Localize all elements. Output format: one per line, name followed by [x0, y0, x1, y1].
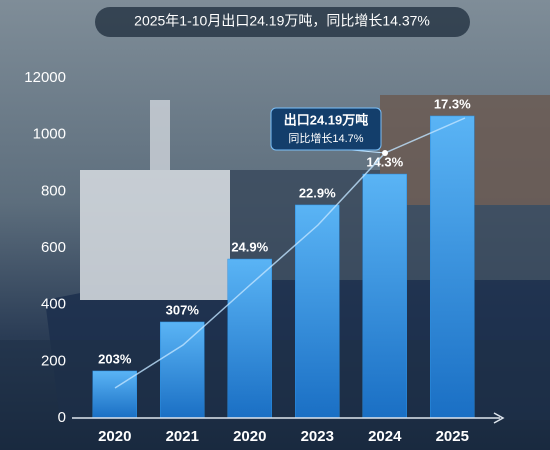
- growth-label: 22.9%: [299, 185, 336, 200]
- bar: [295, 204, 340, 419]
- growth-label: 17.3%: [434, 96, 471, 111]
- x-axis-arrow: [493, 412, 505, 424]
- callout-line1: 出口24.19万吨: [284, 112, 369, 127]
- growth-label: 14.3%: [366, 154, 403, 169]
- growth-label: 203%: [98, 351, 132, 366]
- bar: [362, 173, 407, 419]
- trend-line: [114, 117, 466, 389]
- x-tick-label: 2025: [436, 428, 469, 445]
- x-tick-label: 2024: [368, 428, 402, 445]
- x-tick-label: 2020: [233, 428, 266, 445]
- bar: [227, 258, 272, 419]
- y-tick-label: 800: [41, 182, 66, 199]
- y-tick-label: 1000: [33, 126, 66, 143]
- callout-box: [270, 107, 382, 151]
- y-tick-label: 12000: [24, 69, 66, 86]
- y-tick-label: 0: [58, 409, 66, 426]
- chart-title: 2025年1-10月出口24.19万吨，同比增长14.37%: [134, 13, 430, 29]
- y-tick-label: 200: [41, 352, 66, 369]
- x-tick-label: 2023: [301, 428, 334, 445]
- title-pill: [95, 7, 470, 37]
- y-tick-label: 400: [41, 296, 66, 313]
- x-tick-label: 2020: [98, 428, 131, 445]
- callout-dot: [382, 150, 388, 156]
- bar: [430, 115, 475, 419]
- callout-line2: 同比增长14.7%: [288, 131, 363, 145]
- x-tick-label: 2021: [166, 428, 199, 445]
- growth-label: 307%: [166, 302, 200, 317]
- growth-label: 24.9%: [231, 239, 268, 254]
- bar: [160, 321, 205, 419]
- y-tick-label: 600: [41, 239, 66, 256]
